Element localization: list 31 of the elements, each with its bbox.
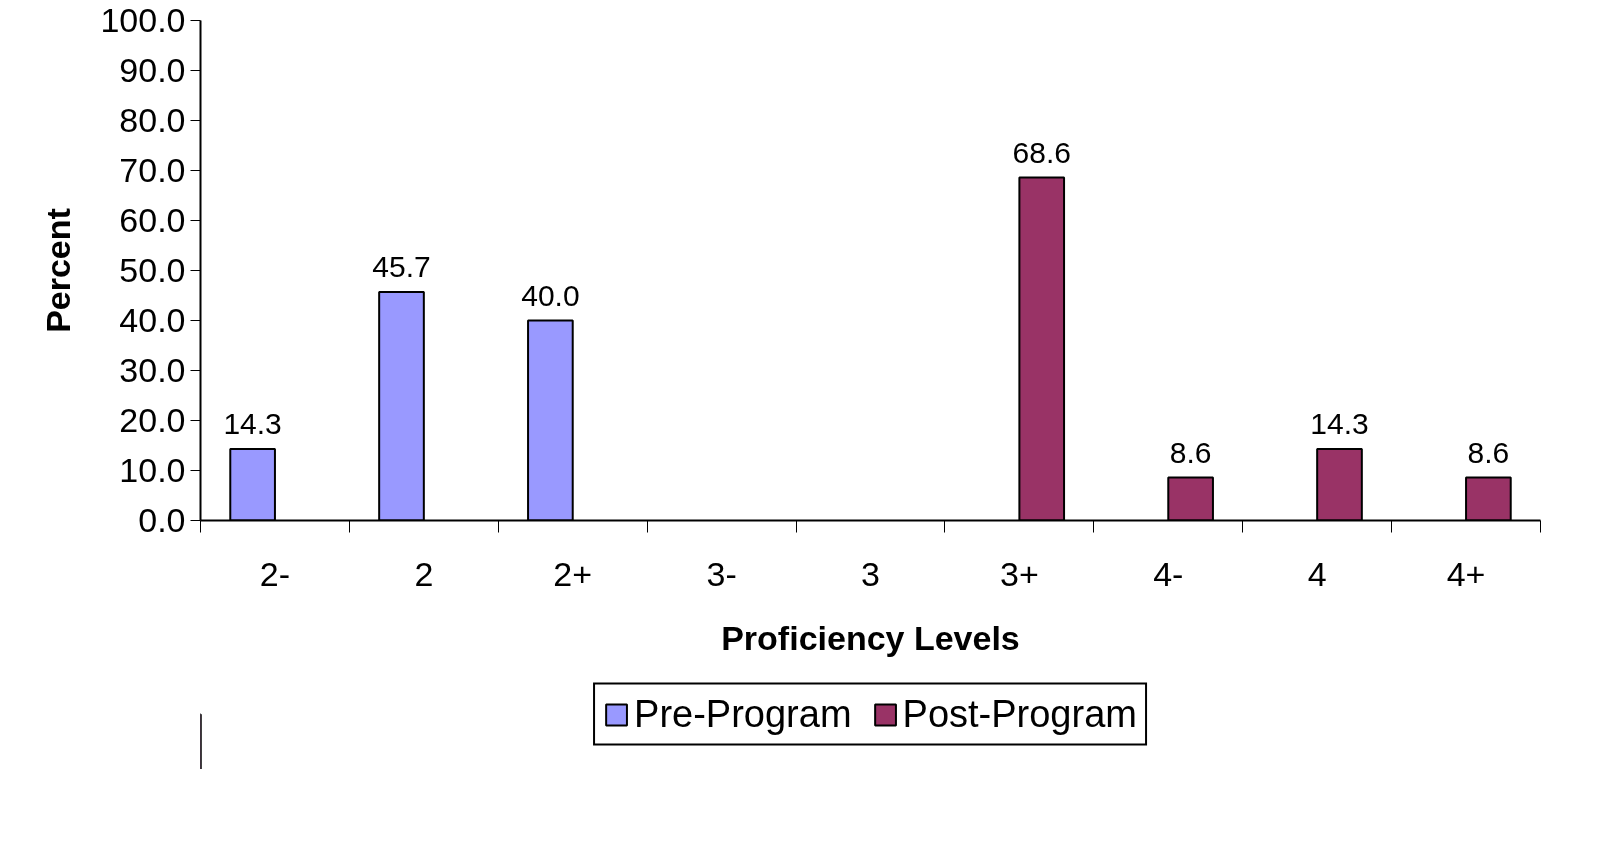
y-tick-label: 60.0	[119, 201, 186, 239]
data-label: 14.3	[223, 407, 282, 440]
x-tick-label: 3	[861, 554, 880, 593]
y-tick-label: 80.0	[119, 101, 186, 139]
y-tick-label: 0.0	[138, 501, 186, 539]
y-tick-label: 90.0	[119, 51, 186, 89]
legend-label: Post-Program	[902, 692, 1137, 736]
data-label: 45.7	[372, 250, 431, 283]
y-tick-label: 40.0	[119, 301, 186, 339]
x-tick-label: 3-	[706, 554, 737, 593]
x-tick-label: 2	[414, 554, 434, 593]
legend-label: Pre-Program	[634, 692, 852, 736]
x-tick-label: 2+	[553, 554, 593, 593]
x-tick-label: 4+	[1446, 554, 1486, 593]
x-tick-label: 4	[1307, 554, 1327, 593]
y-tick-label: 50.0	[119, 251, 186, 289]
y-axis-title: Percent	[39, 208, 78, 333]
y-tick-label: 10.0	[119, 451, 186, 489]
data-label: 14.3	[1310, 407, 1369, 440]
y-tick-label: 100.0	[100, 1, 186, 39]
x-tick-label: 2-	[259, 554, 291, 593]
data-label: 8.6	[1467, 435, 1510, 469]
data-label: 68.6	[1012, 135, 1071, 169]
y-tick-label: 20.0	[119, 401, 186, 439]
x-tick-label: 3+	[1000, 554, 1039, 593]
y-tick-label: 30.0	[119, 351, 186, 389]
x-tick-label: 4-	[1153, 554, 1184, 593]
x-axis-title: Proficiency Levels	[721, 618, 1020, 657]
data-label: 8.6	[1169, 435, 1212, 469]
y-tick-label: 70.0	[119, 151, 186, 189]
data-label: 40.0	[521, 278, 580, 312]
